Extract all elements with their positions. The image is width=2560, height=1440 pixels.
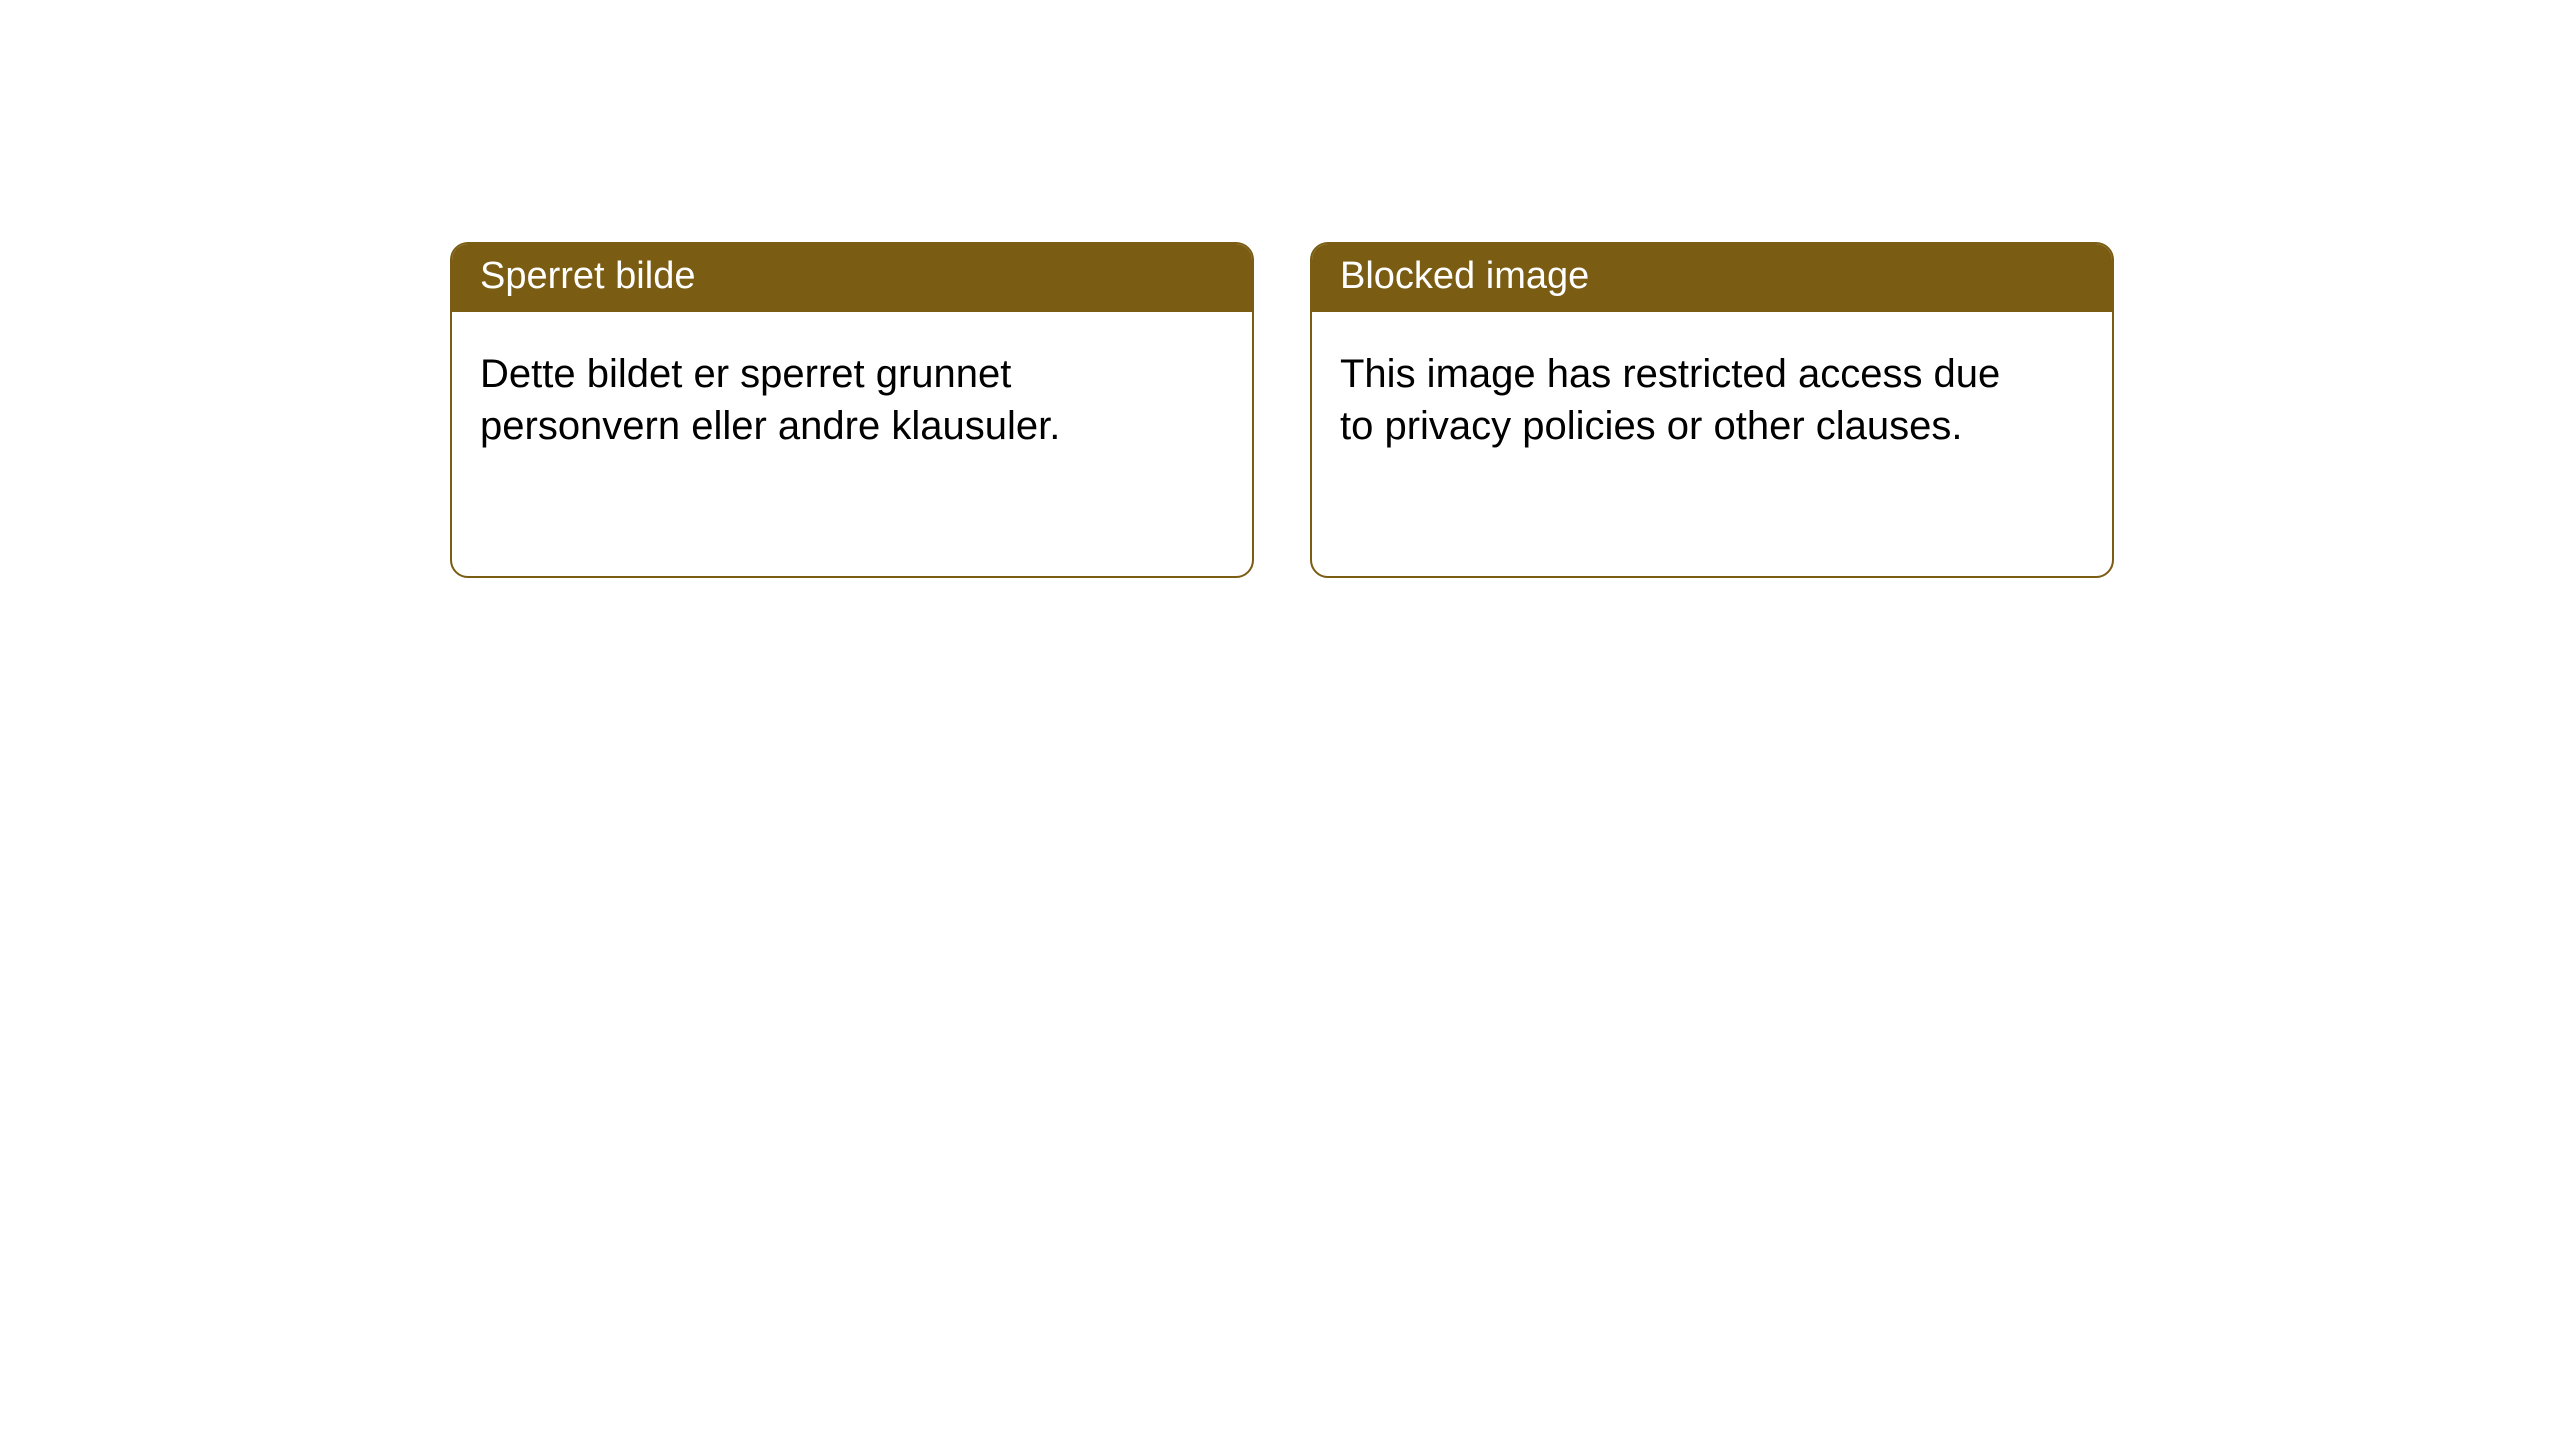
card-header-nb: Sperret bilde xyxy=(452,244,1252,312)
card-header-en: Blocked image xyxy=(1312,244,2112,312)
card-body-en: This image has restricted access due to … xyxy=(1312,312,2032,480)
card-container: Sperret bilde Dette bildet er sperret gr… xyxy=(0,0,2560,578)
blocked-image-card-en: Blocked image This image has restricted … xyxy=(1310,242,2114,578)
blocked-image-card-nb: Sperret bilde Dette bildet er sperret gr… xyxy=(450,242,1254,578)
card-body-nb: Dette bildet er sperret grunnet personve… xyxy=(452,312,1172,480)
